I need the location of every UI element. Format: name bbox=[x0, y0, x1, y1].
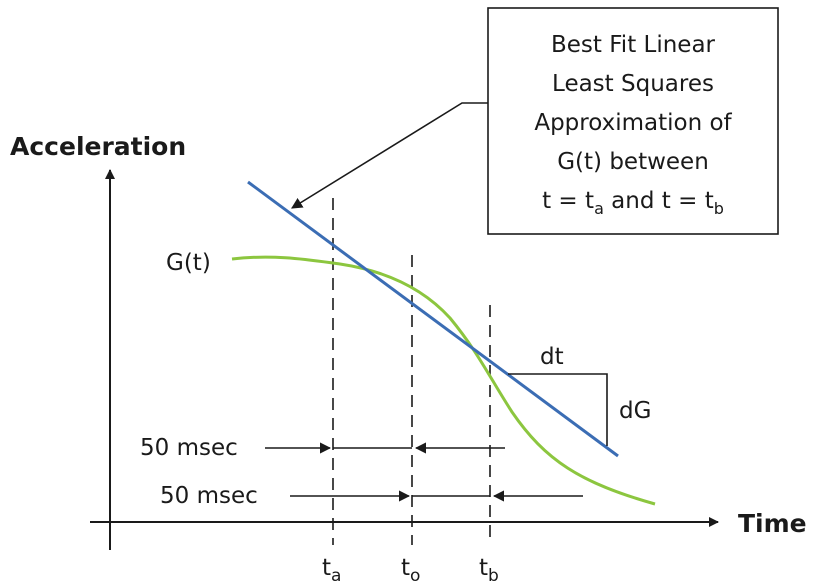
g-curve bbox=[231, 255, 656, 506]
dg-label: dG bbox=[619, 398, 651, 424]
g-curve-label: G(t) bbox=[166, 250, 211, 276]
tick-to: to bbox=[401, 555, 420, 583]
callout-line-4: G(t) between bbox=[557, 149, 709, 175]
callout-box bbox=[487, 7, 779, 235]
slope-triangle bbox=[508, 373, 608, 446]
interval-2-label: 50 msec bbox=[160, 483, 258, 509]
callout-line-2: Least Squares bbox=[552, 71, 714, 97]
best-fit-line bbox=[247, 180, 619, 458]
callout-line-1: Best Fit Linear bbox=[551, 32, 716, 58]
x-axis-label: Time bbox=[738, 509, 807, 538]
interval-1-label: 50 msec bbox=[140, 435, 238, 461]
dt-label: dt bbox=[540, 344, 564, 370]
tick-ta: ta bbox=[322, 555, 341, 583]
callout-text: Best Fit Linear Least Squares Approximat… bbox=[534, 32, 732, 218]
y-axis-label: Acceleration bbox=[10, 132, 186, 161]
callout-leader bbox=[291, 102, 488, 209]
callout-line-5: t = ta and t = tb bbox=[542, 188, 724, 218]
callout-line-3: Approximation of bbox=[534, 110, 732, 136]
tick-tb: tb bbox=[479, 555, 499, 583]
